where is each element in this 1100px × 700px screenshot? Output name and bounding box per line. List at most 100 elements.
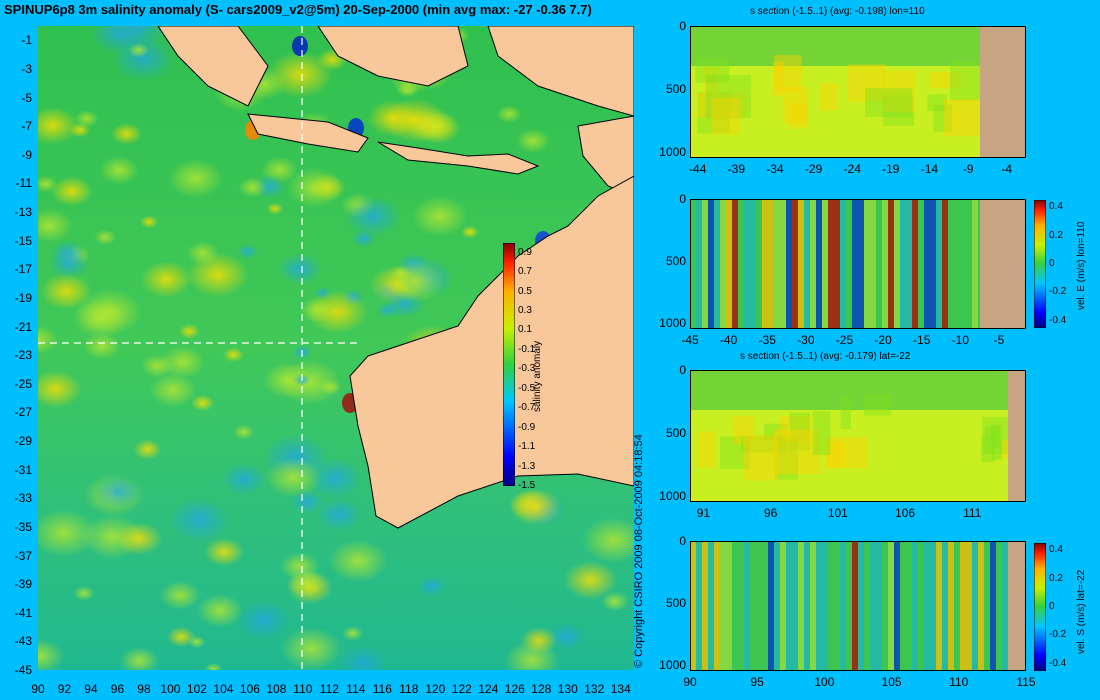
eddy xyxy=(237,244,259,259)
salinity-colorbar-tick: -0.9 xyxy=(518,421,536,433)
eddy xyxy=(266,202,284,215)
velocity-column xyxy=(840,541,846,671)
velocity-column xyxy=(966,199,972,329)
velocity-column xyxy=(702,541,708,671)
salinity-colorbar-tick: -0.7 xyxy=(518,402,536,414)
section-feature xyxy=(780,416,813,443)
map-y-tick: -45 xyxy=(14,663,32,677)
velocity-column xyxy=(834,541,840,671)
section-feature xyxy=(826,441,845,469)
map-y-tick: -35 xyxy=(14,519,32,534)
section-feature xyxy=(929,71,961,89)
map-x-tick: 110 xyxy=(293,682,313,696)
section-feature xyxy=(847,64,887,102)
eddy xyxy=(133,439,162,460)
velocity-column xyxy=(876,199,882,329)
section-feature xyxy=(864,394,892,416)
velocity-column xyxy=(882,541,888,671)
section-feature xyxy=(741,435,787,453)
section-y-tick: 1000 xyxy=(659,657,686,672)
section-y-tick: 500 xyxy=(665,81,686,96)
eddy xyxy=(286,167,344,208)
velocity-colorbar-tick: 0.4 xyxy=(1049,201,1063,213)
eddy xyxy=(238,177,268,198)
section-x-tick: -4 xyxy=(1001,162,1013,176)
section-x-tick: 91 xyxy=(696,506,711,520)
eddy xyxy=(38,106,79,145)
map-y-tick: -11 xyxy=(15,176,32,191)
eddy xyxy=(315,498,363,532)
section-panel-2 xyxy=(690,199,1026,329)
velocity-column xyxy=(936,541,942,671)
velocity-column xyxy=(864,199,870,329)
velocity-colorbar-tick: -0.2 xyxy=(1049,629,1067,641)
land-masses xyxy=(157,26,634,529)
velocity-column xyxy=(744,199,750,329)
eddy xyxy=(159,345,206,379)
map-x-tick: 114 xyxy=(346,682,366,696)
velocity-column xyxy=(822,199,828,329)
eddy xyxy=(169,498,230,542)
section-land xyxy=(980,26,1026,158)
velocity-column xyxy=(756,199,762,329)
map-x-tick: 128 xyxy=(531,682,552,696)
map-x-tick: 112 xyxy=(319,682,339,696)
section-x-tick: -19 xyxy=(882,162,900,176)
velocity-column xyxy=(834,199,840,329)
velocity-column xyxy=(708,199,714,329)
map-x-tick: 134 xyxy=(610,682,631,696)
section-feature xyxy=(981,435,995,463)
section-x-tick: 95 xyxy=(750,675,764,689)
velocity-column xyxy=(912,199,918,329)
velocity-column xyxy=(798,199,804,329)
eddy xyxy=(94,229,117,246)
velocity-column xyxy=(864,541,870,671)
velocity-column xyxy=(996,541,1002,671)
section-feature xyxy=(705,74,752,119)
panel1-title: s section (-1.5..1) (avg: -0.198) lon=11… xyxy=(750,6,925,17)
map-y-tick: -29 xyxy=(14,434,32,449)
section-x-tick: -15 xyxy=(913,333,931,347)
velocity-column xyxy=(924,199,930,329)
velocity-column xyxy=(846,541,852,671)
section-feature xyxy=(883,95,914,126)
section-feature xyxy=(789,102,807,129)
velocity-column xyxy=(732,199,738,329)
section-feature xyxy=(764,423,789,441)
map-y-tick: -27 xyxy=(14,405,32,420)
section-feature xyxy=(703,67,718,94)
eddy xyxy=(223,347,244,363)
velocity-column xyxy=(894,199,900,329)
page-title: SPINUP6p8 3m salinity anomaly (S- cars20… xyxy=(4,2,592,17)
salinity-colorbar-tick: 0.3 xyxy=(518,305,532,317)
velocity-colorbar-tick: 0.4 xyxy=(1049,544,1063,556)
map-y-tick: -31 xyxy=(14,462,32,477)
eddy xyxy=(38,638,65,670)
section-feature xyxy=(774,436,799,480)
eddy xyxy=(383,97,447,143)
velocity-column xyxy=(930,199,936,329)
velocity-column xyxy=(852,199,858,329)
section-feature xyxy=(840,396,851,430)
eddy xyxy=(221,463,267,496)
velocity-column xyxy=(726,541,732,671)
section-feature xyxy=(984,426,1000,447)
salinity-colorbar xyxy=(503,243,515,486)
eddy xyxy=(417,575,446,597)
eddy xyxy=(515,128,550,154)
velocity-column xyxy=(690,199,696,329)
section-y-tick: 1000 xyxy=(659,488,686,503)
map-x-tick: 116 xyxy=(372,682,392,696)
eddy xyxy=(510,488,562,526)
velocity-column xyxy=(816,541,822,671)
eddy xyxy=(178,323,200,340)
salinity-colorbar-tick: -1.5 xyxy=(518,480,536,491)
velocity-column xyxy=(870,541,876,671)
velocity-column xyxy=(756,541,762,671)
velocity-column xyxy=(810,199,816,329)
section-x-tick: -45 xyxy=(681,333,699,347)
velocity-column xyxy=(810,541,816,671)
section-y-tick: 500 xyxy=(665,425,686,440)
eddy xyxy=(149,373,197,408)
velocity-column xyxy=(894,541,900,671)
